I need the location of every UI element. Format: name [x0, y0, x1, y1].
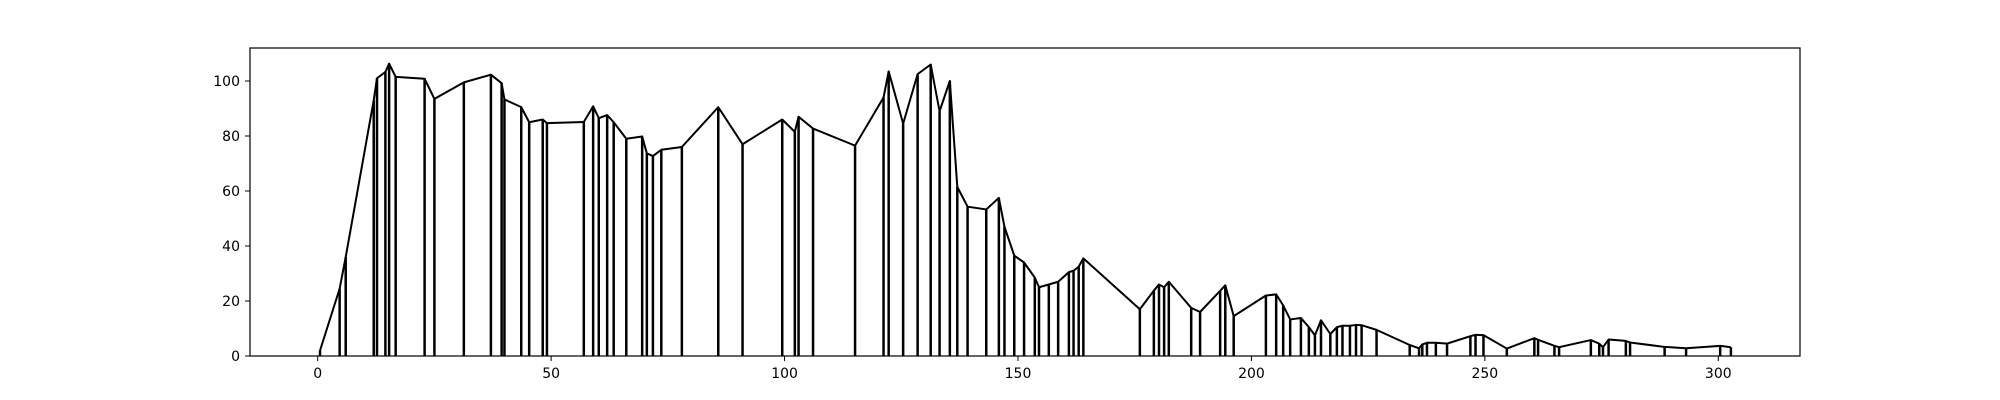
y-tick-label: 80: [222, 129, 240, 145]
plot-frame: [249, 47, 1801, 357]
x-tick-label: 0: [313, 366, 322, 382]
y-tick-label: 0: [231, 349, 240, 365]
x-tick-label: 200: [1238, 366, 1265, 382]
x-tick-label: 150: [1005, 366, 1032, 382]
drop-lines: [318, 63, 1733, 356]
x-tick-label: 300: [1705, 366, 1732, 382]
series-line: [319, 62, 1732, 351]
series-group: [319, 62, 1732, 351]
x-tick-label: 100: [771, 366, 798, 382]
y-tick-label: 100: [213, 74, 240, 90]
y-tick-label: 20: [222, 294, 240, 310]
y-tick-label: 60: [222, 184, 240, 200]
x-tick-label: 50: [542, 366, 560, 382]
x-axis: 0 50 100 150 200 250 300: [313, 356, 1732, 382]
y-axis: 0 20 40 60 80 100: [213, 74, 250, 365]
y-tick-label: 40: [222, 239, 240, 255]
x-tick-label: 250: [1471, 366, 1498, 382]
